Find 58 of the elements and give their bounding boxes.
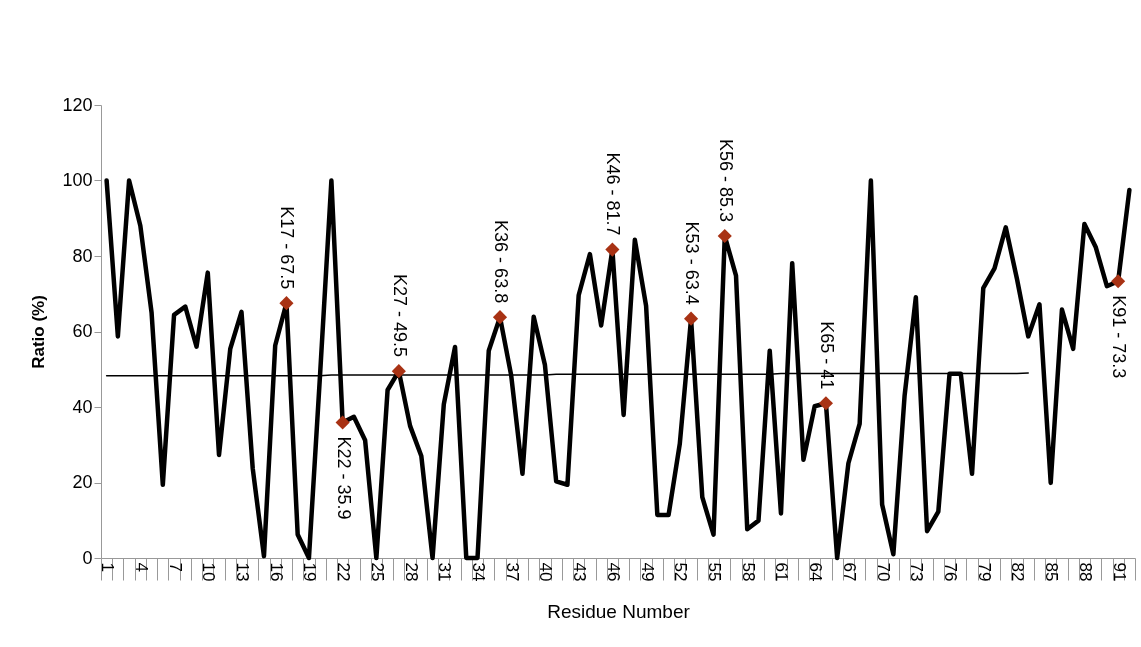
y-axis-title: Ratio (%)	[29, 295, 49, 369]
x-tick-label: 58	[738, 562, 758, 582]
x-tick-label: 61	[772, 562, 792, 582]
x-tick-label: 25	[367, 562, 387, 582]
x-tick-label: 28	[401, 562, 421, 582]
x-tick-label: 91	[1109, 562, 1129, 582]
x-tick-label: 10	[199, 562, 219, 582]
x-tick-label: 52	[671, 562, 691, 582]
x-tick-label: 40	[536, 562, 556, 582]
x-tick-label: 64	[806, 562, 826, 582]
y-tick-label: 80	[72, 245, 93, 266]
data-label: K17 - 67.5	[277, 206, 298, 290]
x-tick-label: 1	[98, 562, 118, 572]
y-tick-label: 40	[72, 396, 93, 417]
point	[717, 228, 732, 244]
y-tick-label: 100	[62, 170, 93, 190]
x-tick-label: 16	[266, 562, 286, 582]
y-tick-label: 60	[72, 321, 93, 341]
x-tick-label: 85	[1042, 562, 1062, 582]
data-label: K22 - 35.9	[333, 436, 354, 520]
x-tick-label: 37	[502, 562, 522, 582]
x-tick-label: 82	[1008, 562, 1028, 582]
x-tick-label: 79	[974, 562, 994, 582]
point	[279, 296, 294, 311]
x-tick-label: 22	[334, 562, 354, 582]
x-tick-label: 13	[232, 562, 252, 582]
x-tick-label: 88	[1075, 562, 1095, 582]
x-tick-label: 49	[637, 562, 657, 582]
x-tick-label: 73	[907, 562, 927, 582]
x-tick-label: 67	[839, 562, 859, 582]
x-tick-label: 7	[165, 562, 185, 572]
data-label: K36 - 63.8	[490, 220, 511, 304]
data-label: K46 - 81.7	[603, 152, 624, 236]
point	[492, 310, 508, 325]
y-tick-label: 0	[82, 547, 93, 568]
x-tick-label: 43	[570, 562, 590, 582]
x-tick-label: 34	[469, 562, 489, 582]
x-tick-label: 31	[435, 562, 455, 582]
data-label: K56 - 85.3	[715, 138, 736, 222]
x-tick-label: 55	[705, 562, 725, 582]
data-label: K91 - 73.3	[1109, 295, 1130, 379]
point	[1111, 274, 1126, 289]
data-label: K27 - 49.5	[389, 274, 410, 358]
point	[335, 415, 350, 430]
x-axis-title: Residue Number	[547, 601, 691, 623]
y-tick-label: 20	[72, 472, 93, 492]
point	[683, 311, 699, 326]
point	[391, 364, 406, 379]
x-tick-label: 19	[300, 562, 320, 582]
y-tick-label: 120	[62, 94, 93, 115]
x-tick-label: 4	[131, 562, 151, 572]
data-label: K65 - 41	[816, 321, 837, 390]
point	[605, 242, 620, 257]
x-tick-label: 70	[873, 562, 893, 582]
x-tick-label: 46	[603, 562, 623, 582]
data-label: K53 - 63.4	[682, 221, 703, 305]
point	[818, 396, 833, 411]
x-tick-label: 76	[941, 562, 961, 582]
